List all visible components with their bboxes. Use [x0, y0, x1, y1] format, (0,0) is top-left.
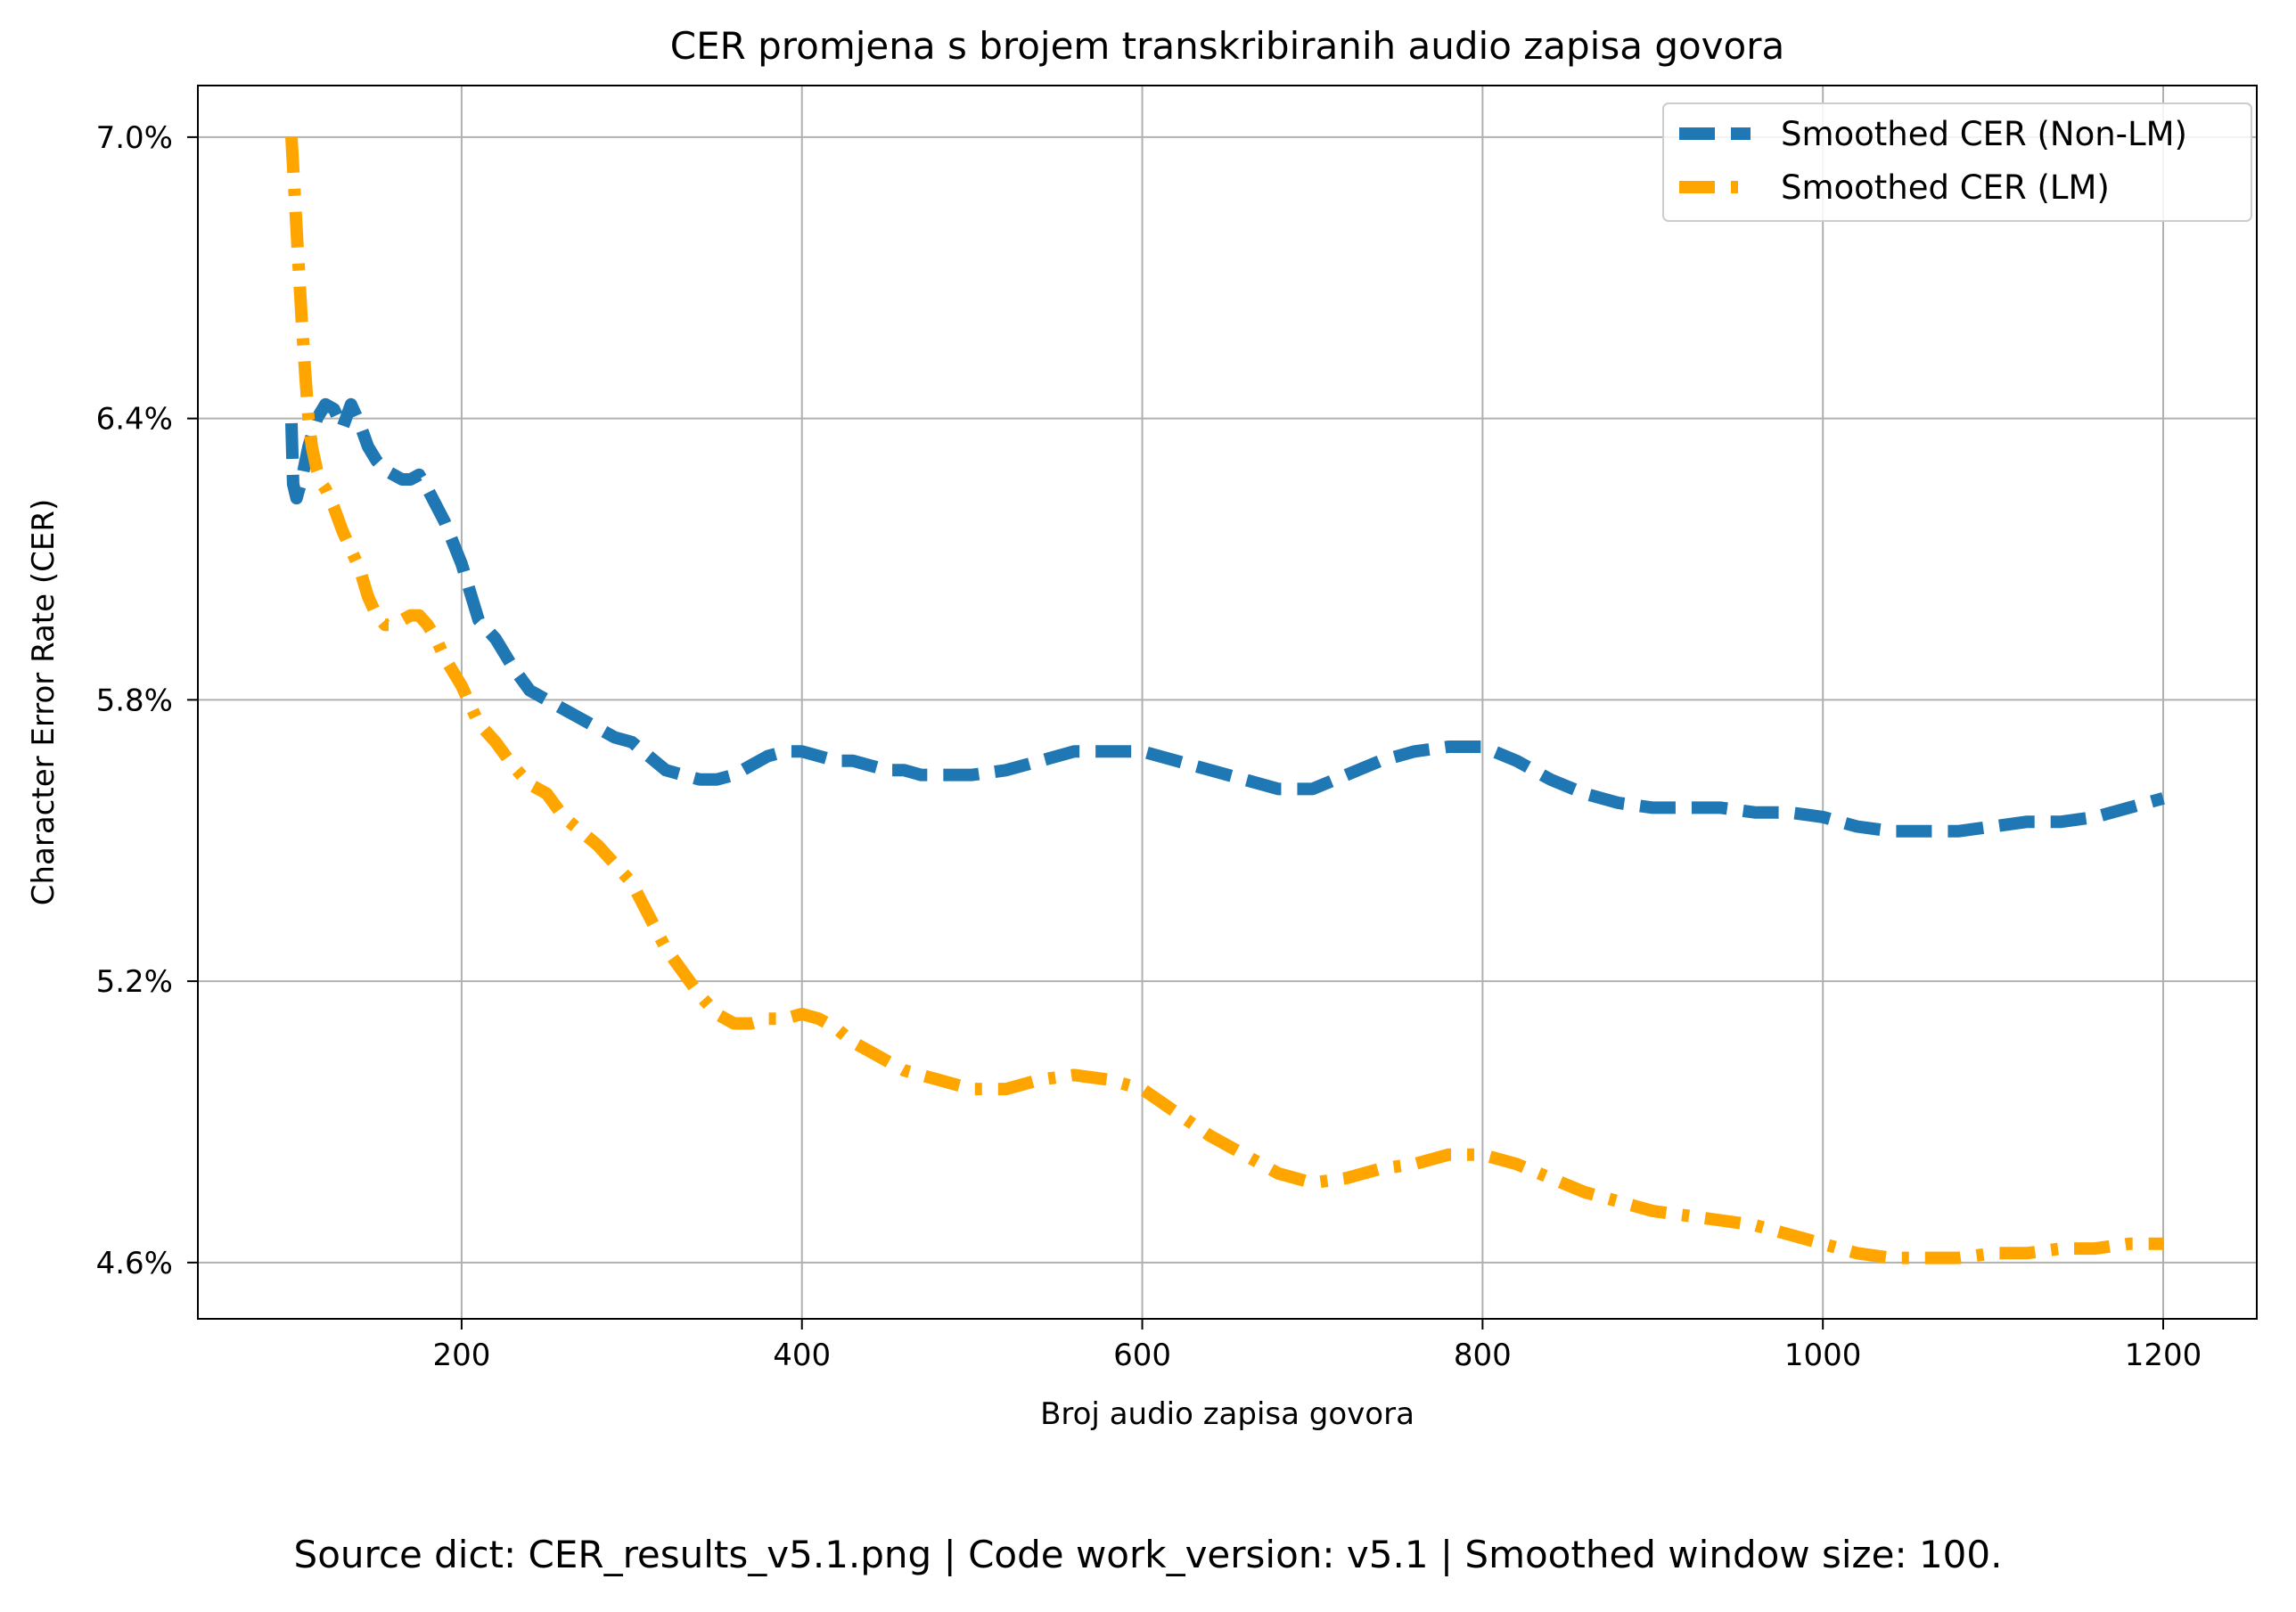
y-tick-label: 4.6%: [96, 1246, 173, 1281]
x-axis-title: Broj audio zapisa govora: [1040, 1396, 1414, 1432]
figure-caption: Source dict: CER_results_v5.1.png | Code…: [293, 1533, 2003, 1576]
x-tick-label: 1200: [2125, 1338, 2202, 1373]
y-tick-label: 5.8%: [96, 683, 173, 718]
x-tick-label: 800: [1454, 1338, 1512, 1373]
y-tick-label: 5.2%: [96, 964, 173, 1000]
x-tick-label: 200: [432, 1338, 490, 1373]
series-line-non-lm: [285, 397, 2165, 838]
legend-box: [1662, 102, 2252, 222]
axis-ticks: 200 400 600 800 1000 1200 4.6% 5.2% 5.8% 6.4% 7.0%: [96, 120, 2202, 1373]
x-tick-label: 600: [1113, 1338, 1171, 1373]
y-axis-title: Character Error Rate (CER): [26, 499, 62, 906]
legend-label-lm: Smoothed CER (LM): [1781, 168, 2110, 207]
y-tick-label: 6.4%: [96, 402, 173, 438]
grid: [198, 86, 2257, 1319]
plot-frame: [197, 85, 2258, 1320]
x-tick-label: 1000: [1784, 1338, 1862, 1373]
x-tick-label: 400: [773, 1338, 831, 1373]
legend: Smoothed CER (Non-LM) Smoothed CER (LM): [1662, 102, 2252, 222]
legend-label-non-lm: Smoothed CER (Non-LM): [1781, 115, 2187, 153]
chart-title: CER promjena s brojem transkribiranih au…: [670, 24, 1784, 68]
series-layer: [285, 136, 2165, 1264]
series-line-lm: [285, 136, 2163, 1264]
y-tick-label: 7.0%: [96, 120, 173, 156]
